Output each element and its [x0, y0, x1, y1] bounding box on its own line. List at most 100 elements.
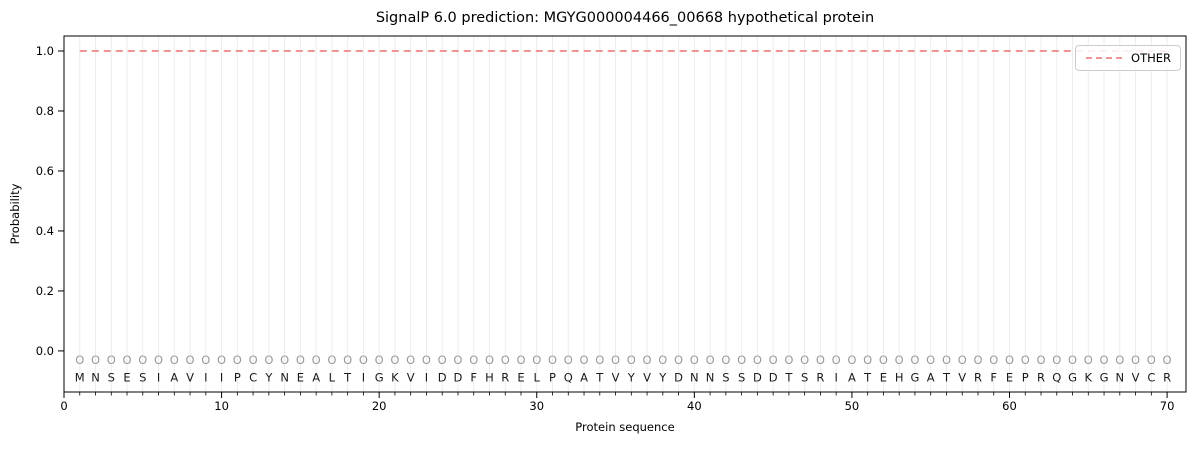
sequence-letter: T	[784, 370, 793, 384]
sequence-letter: A	[312, 370, 320, 384]
sequence-letter: P	[1022, 370, 1029, 384]
position-marker-O: O	[1147, 353, 1156, 367]
sequence-letter: T	[942, 370, 951, 384]
sequence-letter: F	[990, 370, 997, 384]
sequence-letter: S	[801, 370, 808, 384]
y-tick-label: 0.0	[36, 344, 54, 358]
axes-border	[63, 35, 1187, 393]
y-tick-label: 0.4	[36, 224, 54, 238]
position-marker-O: O	[674, 353, 683, 367]
sequence-letter: N	[1116, 370, 1125, 384]
sequence-letter: V	[1132, 370, 1140, 384]
sequence-letter: Q	[564, 370, 573, 384]
position-marker-O: O	[233, 353, 242, 367]
position-marker-O: O	[375, 353, 384, 367]
sequence-letter: L	[534, 370, 541, 384]
sequence-letter: S	[108, 370, 115, 384]
y-tick-label: 0.6	[36, 164, 54, 178]
sequence-letter: A	[848, 370, 856, 384]
x-tick-label: 20	[372, 399, 387, 413]
position-marker-O: O	[406, 353, 415, 367]
sequence-letter: N	[280, 370, 289, 384]
position-marker-O: O	[863, 353, 872, 367]
position-marker-O: O	[469, 353, 478, 367]
position-marker-O: O	[312, 353, 321, 367]
position-marker-O: O	[958, 353, 967, 367]
position-marker-O: O	[154, 353, 163, 367]
sequence-letter: H	[895, 370, 904, 384]
position-marker-O: O	[627, 353, 636, 367]
position-marker-O: O	[579, 353, 588, 367]
x-tick-label: 10	[214, 399, 229, 413]
position-marker-O: O	[217, 353, 226, 367]
sequence-letter: E	[1006, 370, 1013, 384]
position-marker-O: O	[91, 353, 100, 367]
position-marker-O: O	[422, 353, 431, 367]
x-tick-label: 40	[687, 399, 702, 413]
sequence-letter: V	[407, 370, 415, 384]
sequence-letter: N	[91, 370, 100, 384]
position-marker-O: O	[879, 353, 888, 367]
x-tick-label: 30	[529, 399, 544, 413]
position-marker-O: O	[296, 353, 305, 367]
sequence-letter: S	[139, 370, 146, 384]
position-marker-O: O	[1036, 353, 1045, 367]
x-tick-label: 0	[60, 399, 67, 413]
position-marker-O: O	[926, 353, 935, 367]
sequence-letter: I	[834, 370, 837, 384]
x-axis-label: Protein sequence	[575, 420, 675, 434]
sequence-letter: S	[738, 370, 745, 384]
sequence-letter: E	[123, 370, 130, 384]
position-marker-O: O	[595, 353, 604, 367]
position-marker-O: O	[690, 353, 699, 367]
sequence-letter: H	[485, 370, 494, 384]
sequence-letter: E	[297, 370, 304, 384]
sequence-letter: I	[425, 370, 428, 384]
position-marker-O: O	[1163, 353, 1172, 367]
position-marker-O: O	[832, 353, 841, 367]
position-marker-O: O	[138, 353, 147, 367]
legend: OTHER	[1075, 45, 1181, 71]
sequence-letter: A	[580, 370, 588, 384]
position-marker-O: O	[170, 353, 179, 367]
position-marker-O: O	[1005, 353, 1014, 367]
y-tick-label: 0.8	[36, 104, 54, 118]
position-marker-O: O	[107, 353, 116, 367]
sequence-letter: R	[974, 370, 982, 384]
sequence-letter: D	[769, 370, 778, 384]
sequence-letter: G	[910, 370, 919, 384]
sequence-letter: C	[249, 370, 257, 384]
position-marker-O: O	[942, 353, 951, 367]
sequence-letter: G	[375, 370, 384, 384]
position-marker-O: O	[264, 353, 273, 367]
sequence-letter: N	[706, 370, 715, 384]
sequence-letter: K	[1085, 370, 1093, 384]
sequence-letter: I	[204, 370, 207, 384]
sequence-letter: D	[674, 370, 683, 384]
position-marker-O: O	[973, 353, 982, 367]
sequence-letter: P	[234, 370, 241, 384]
sequence-letter: R	[1163, 370, 1171, 384]
sequence-letter: A	[170, 370, 178, 384]
sequence-letter: E	[517, 370, 524, 384]
position-marker-O: O	[784, 353, 793, 367]
sequence-letter: M	[75, 370, 85, 384]
position-marker-O: O	[769, 353, 778, 367]
chart-title: SignalP 6.0 prediction: MGYG000004466_00…	[375, 10, 875, 26]
position-marker-O: O	[1084, 353, 1093, 367]
position-marker-O: O	[532, 353, 541, 367]
position-marker-O: O	[453, 353, 462, 367]
position-marker-O: O	[249, 353, 258, 367]
sequence-letter: V	[643, 370, 651, 384]
position-marker-O: O	[753, 353, 762, 367]
legend-label-other: OTHER	[1131, 51, 1171, 65]
y-tick-label: 0.2	[36, 284, 54, 298]
position-marker-O: O	[501, 353, 510, 367]
sequence-letter: D	[454, 370, 463, 384]
position-marker-O: O	[280, 353, 289, 367]
position-marker-O: O	[186, 353, 195, 367]
position-marker-O: O	[1021, 353, 1030, 367]
position-marker-O: O	[1131, 353, 1140, 367]
sequence-letter: D	[753, 370, 762, 384]
position-marker-O: O	[75, 353, 84, 367]
